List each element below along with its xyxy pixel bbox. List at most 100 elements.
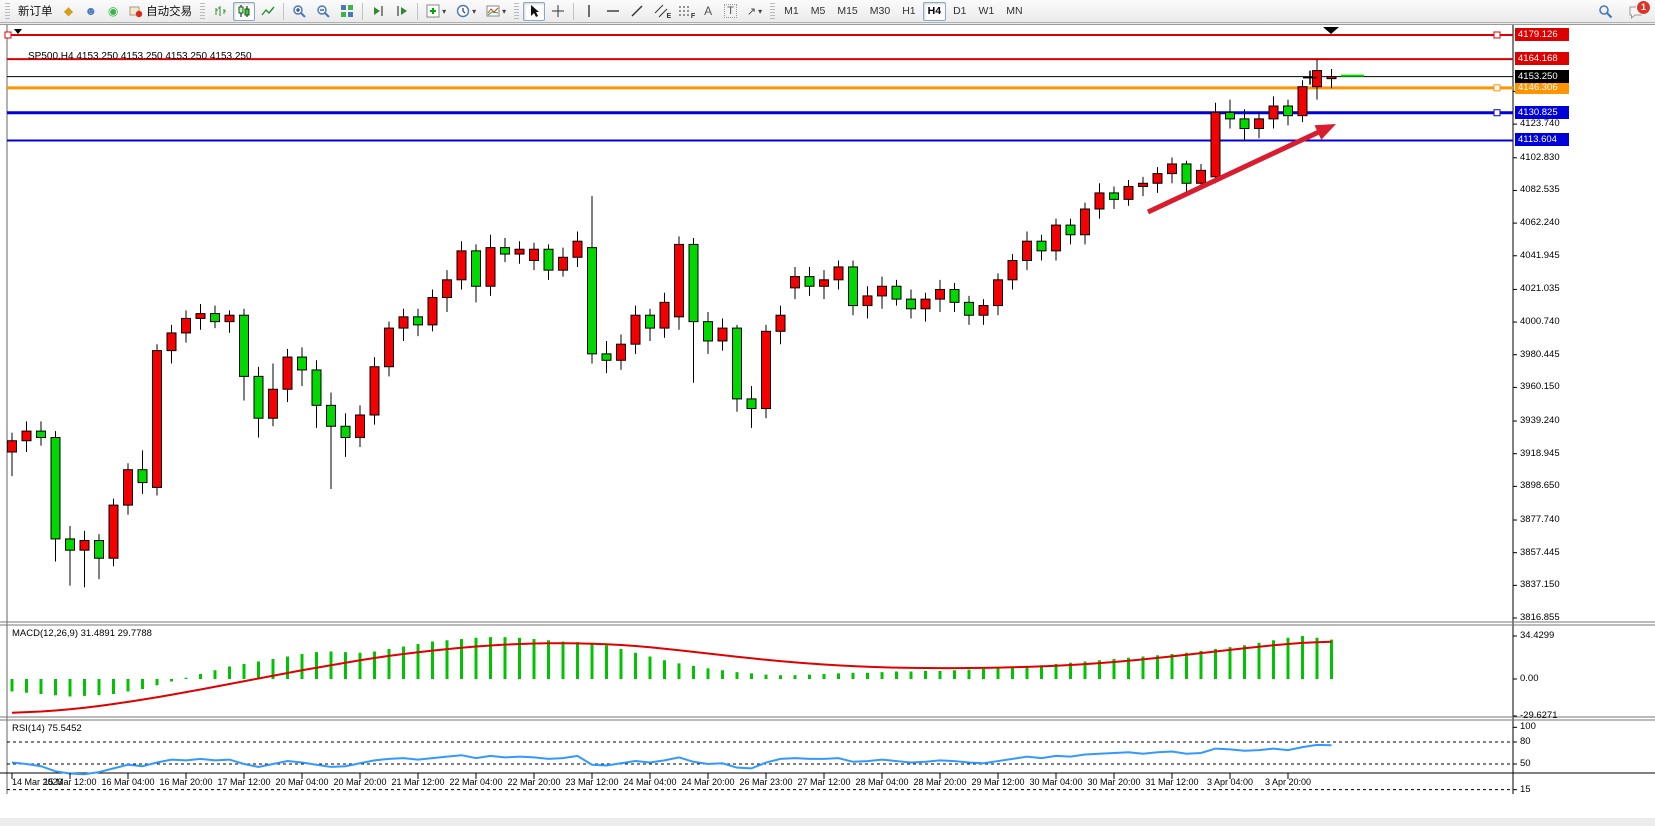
toolbar-grip[interactable] (200, 3, 206, 19)
text-button[interactable]: A (698, 2, 718, 21)
toolbar-separator (283, 2, 285, 20)
chevron-down-icon: ▾ (758, 6, 763, 16)
candlestick-chart-button[interactable] (233, 1, 256, 21)
market-depth-icon: ◆ (63, 4, 74, 18)
market-depth-button[interactable]: ◆ (59, 2, 79, 21)
arrows-icon: ↗ (746, 5, 757, 18)
time-axis-label: 31 Mar 12:00 (1145, 777, 1199, 787)
toolbar-separator (417, 2, 419, 20)
time-axis-label: 3 Apr 20:00 (1264, 777, 1312, 787)
tile-windows-button[interactable] (336, 2, 358, 21)
timeframe-m30-button[interactable]: M30 (869, 5, 891, 17)
zoom-in-icon (292, 4, 306, 18)
time-axis-label: 24 Mar 04:00 (623, 777, 677, 787)
rsi-indicator-label: RSI(14) 75.5452 (12, 723, 82, 734)
chart-title: SP500,H4 4153.250 4153.250 4153.250 4153… (28, 51, 252, 62)
arrows-button[interactable]: ↗ ▾ (743, 2, 766, 21)
zoom-out-button[interactable] (312, 2, 334, 21)
time-axis-label: 22 Mar 20:00 (507, 777, 561, 787)
candlestick-chart-icon (237, 4, 251, 18)
new-order-button[interactable]: 新订单 (18, 6, 53, 18)
zoom-in-button[interactable] (288, 2, 310, 21)
line-chart-icon (261, 4, 275, 18)
text-label-button[interactable]: T (720, 2, 741, 21)
fibo-letter: F (690, 12, 696, 20)
time-axis-label: 17 Mar 12:00 (217, 777, 271, 787)
timeframe-m15-button[interactable]: M15 (837, 5, 858, 17)
cursor-icon (527, 4, 541, 18)
auto-trading-button[interactable]: 自动交易 (125, 2, 196, 21)
chevron-down-icon: ▾ (442, 6, 447, 16)
crosshair-icon (551, 4, 565, 18)
tile-windows-icon (340, 4, 354, 18)
toolbar-separator (573, 2, 575, 20)
timeframe-m5-button[interactable]: M5 (810, 5, 826, 17)
zoom-out-icon (316, 4, 330, 18)
time-axis-label: 15 Mar 12:00 (43, 777, 97, 787)
signals-button[interactable]: ◉ (103, 2, 123, 21)
toolbar-grip[interactable] (770, 3, 776, 19)
toolbar-grip[interactable] (514, 3, 520, 19)
cursor-button[interactable] (523, 1, 546, 21)
time-axis-label: 20 Mar 04:00 (275, 777, 329, 787)
horizontal-line-button[interactable] (602, 2, 624, 21)
periods-button[interactable]: ▾ (452, 2, 480, 21)
chart-shift-button[interactable] (391, 2, 413, 21)
fibonacci-button[interactable]: F (674, 2, 696, 21)
equidistant-channel-button[interactable]: E (650, 2, 672, 21)
time-axis-label: 29 Mar 12:00 (971, 777, 1025, 787)
toolbar-grip[interactable] (5, 3, 10, 19)
crosshair-button[interactable] (547, 2, 569, 21)
price-axis[interactable] (1513, 24, 1655, 797)
time-axis-label: 30 Mar 04:00 (1029, 777, 1083, 787)
auto-scroll-button[interactable] (367, 2, 389, 21)
time-axis-label: 3 Apr 04:00 (1206, 777, 1254, 787)
accounts-icon: ☻ (84, 4, 98, 18)
timeframe-group: M1 M5 M15 M30 H1 H4 D1 W1 MN (778, 1, 1028, 21)
macd-indicator-label: MACD(12,26,9) 31.4891 29.7788 (12, 628, 152, 639)
search-icon (1598, 4, 1613, 19)
vertical-line-icon (582, 4, 596, 18)
indicators-button[interactable]: ▾ (422, 2, 450, 21)
timeframe-h1-button[interactable]: H1 (902, 5, 916, 17)
vertical-line-button[interactable] (578, 2, 600, 21)
time-axis-label: 14 Mar 2023 (12, 777, 63, 787)
timeframe-d1-button[interactable]: D1 (953, 5, 967, 17)
time-axis[interactable] (0, 797, 1513, 819)
timeframe-h4-button[interactable]: H4 (922, 1, 947, 21)
search-button[interactable] (1594, 2, 1617, 21)
line-chart-button[interactable] (257, 2, 279, 21)
auto-scroll-icon (371, 4, 385, 18)
time-axis-label: 28 Mar 20:00 (913, 777, 967, 787)
timeframe-mn-button[interactable]: MN (1006, 5, 1023, 17)
time-axis-label: 21 Mar 12:00 (391, 777, 445, 787)
toolbar: 新订单 ◆ ☻ ◉ 自动交易 ▾ ▾ ▾ (0, 0, 1655, 23)
auto-trading-label: 自动交易 (146, 6, 193, 18)
timeframe-w1-button[interactable]: W1 (978, 5, 995, 17)
fibonacci-icon (678, 4, 692, 18)
time-axis-label: 28 Mar 04:00 (855, 777, 909, 787)
time-axis-label: 30 Mar 20:00 (1087, 777, 1141, 787)
templates-icon (486, 4, 500, 18)
chart-shift-icon (395, 4, 409, 18)
time-axis-label: 24 Mar 20:00 (681, 777, 735, 787)
trendline-button[interactable] (626, 2, 648, 21)
timeframe-m1-button[interactable]: M1 (784, 5, 799, 17)
notifications-button[interactable]: 1 (1624, 0, 1651, 21)
bar-chart-button[interactable] (209, 2, 231, 21)
trendline-icon (630, 4, 644, 18)
object-anchor-marker (14, 29, 22, 34)
bar-marker-triangle (1323, 27, 1339, 34)
chart-window[interactable]: 4144.055 4123.740 4102.830 4082.535 4062.240… (0, 24, 1655, 826)
channel-letter: E (666, 12, 672, 20)
indicators-icon (426, 4, 440, 18)
time-axis-label: 22 Mar 04:00 (449, 777, 503, 787)
toolbar-separator (362, 2, 364, 20)
trend-arrow (1314, 124, 1336, 140)
periods-clock-icon (456, 4, 470, 18)
window-edge (0, 818, 1655, 826)
chevron-down-icon: ▾ (502, 6, 507, 16)
templates-button[interactable]: ▾ (482, 2, 510, 21)
accounts-button[interactable]: ☻ (81, 2, 102, 21)
